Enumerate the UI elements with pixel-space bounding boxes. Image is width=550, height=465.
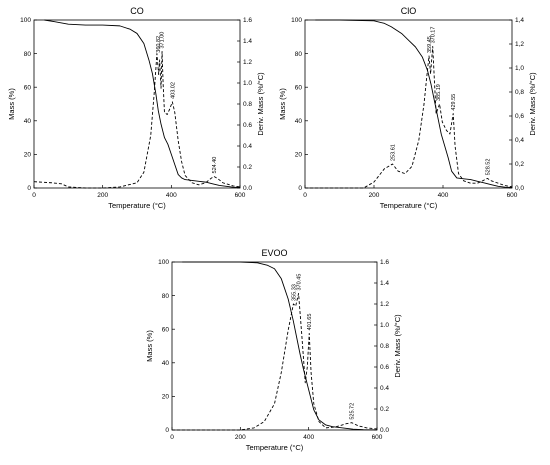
y-tick-label: 80	[162, 293, 170, 300]
x-tick-label: 0	[170, 434, 174, 441]
x-tick-label: 400	[438, 192, 449, 199]
y2-tick-label: 0.2	[380, 406, 389, 413]
y2-axis-label: Deriv. Mass (%/°C)	[256, 72, 265, 136]
peak-label: 253.61	[390, 144, 396, 161]
y2-tick-label: 1.6	[380, 259, 389, 266]
y2-tick-label: 1.2	[380, 301, 389, 308]
x-tick-label: 0	[303, 192, 307, 199]
mass-line	[182, 261, 378, 431]
y2-tick-label: 0.6	[380, 364, 389, 371]
y2-tick-label: 0,2	[515, 161, 524, 168]
y2-tick-label: 1.0	[243, 80, 252, 87]
y2-axis-label: Deriv. Mass (%/°C)	[528, 72, 537, 136]
peak-label: 528.52	[485, 159, 491, 176]
chart-panel: CO 0 200 400 600 0 20 40 60 80 100 0.0 0.2 0.4 0.6 0.8 1…	[7, 6, 265, 210]
plot-frame	[33, 19, 241, 189]
x-tick-label: 0	[32, 192, 36, 199]
y-tick-label: 100	[158, 259, 169, 266]
x-tick-label: 200	[235, 434, 246, 441]
peak-label: 525.72	[350, 403, 356, 420]
plot-frame	[304, 19, 513, 189]
y2-tick-label: 0,4	[515, 137, 524, 144]
chart-panel: ClO 0 200 400 600 0 20 40 60 80 100 0,0 0,2 0,4 0,6 0,8…	[278, 6, 537, 210]
y2-tick-label: 1.0	[380, 322, 389, 329]
y-tick-label: 40	[24, 118, 32, 125]
y-tick-label: 80	[24, 51, 32, 58]
x-tick-label: 400	[166, 192, 177, 199]
y-axis-label: Mass (%)	[7, 88, 16, 120]
y-tick-label: 100	[291, 17, 302, 24]
y-tick-label: 60	[295, 84, 303, 91]
y2-tick-label: 0,8	[515, 89, 524, 96]
y-tick-label: 60	[162, 326, 170, 333]
peak-label: 355.33	[291, 284, 297, 301]
y2-tick-label: 1,2	[515, 41, 524, 48]
x-tick-label: 600	[507, 192, 518, 199]
x-tick-label: 200	[369, 192, 380, 199]
y-tick-label: 0	[27, 185, 31, 192]
y-tick-label: 100	[20, 17, 31, 24]
y2-tick-label: 0.0	[380, 427, 389, 434]
y2-tick-label: 1.4	[380, 280, 389, 287]
y-tick-label: 0	[298, 185, 302, 192]
peak-label: 429.55	[451, 94, 457, 111]
peak-label: 371.00	[159, 32, 165, 49]
y2-tick-label: 1.6	[243, 17, 252, 24]
y-tick-label: 20	[24, 152, 32, 159]
chart-title: CO	[130, 6, 144, 16]
peak-label: 524.40	[212, 157, 218, 174]
x-axis-label: Temperature (°C)	[380, 201, 438, 210]
y2-tick-label: 0.8	[243, 101, 252, 108]
y-tick-label: 20	[295, 152, 303, 159]
chart-title: ClO	[401, 6, 417, 16]
y-tick-label: 60	[24, 84, 32, 91]
y2-tick-label: 0,0	[515, 185, 524, 192]
peak-label: 370.17	[431, 27, 437, 44]
x-tick-label: 400	[303, 434, 314, 441]
plot-frame	[171, 261, 378, 431]
peak-label: 360.82	[156, 36, 162, 53]
peak-label: 401.65	[307, 314, 313, 331]
y2-tick-label: 0.0	[243, 185, 252, 192]
y-tick-label: 80	[295, 51, 303, 58]
peak-label: 359.45	[427, 36, 433, 53]
y-tick-label: 40	[162, 360, 170, 367]
y-axis-label: Mass (%)	[145, 330, 154, 362]
y2-tick-label: 1.4	[243, 38, 252, 45]
y-axis-label: Mass (%)	[278, 88, 287, 120]
mass-line	[315, 19, 513, 188]
y2-tick-label: 1,0	[515, 65, 524, 72]
peak-label: 370.45	[297, 274, 303, 291]
y2-tick-label: 0.4	[243, 143, 252, 150]
y2-tick-label: 0.6	[243, 122, 252, 129]
x-tick-label: 600	[372, 434, 383, 441]
x-tick-label: 200	[97, 192, 108, 199]
x-axis-label: Temperature (°C)	[246, 443, 304, 452]
x-axis-label: Temperature (°C)	[108, 201, 166, 210]
x-tick-label: 600	[235, 192, 246, 199]
y2-tick-label: 0.2	[243, 164, 252, 171]
peak-label: 385.19	[436, 84, 442, 101]
derivative-mass-line	[305, 45, 513, 189]
y2-tick-label: 1,4	[515, 17, 524, 24]
derivative-mass-line	[172, 293, 378, 431]
y2-axis-label: Deriv. Mass (%/°C)	[393, 314, 402, 378]
y2-tick-label: 0.8	[380, 343, 389, 350]
y-tick-label: 0	[165, 427, 169, 434]
y2-tick-label: 0.4	[380, 385, 389, 392]
derivative-mass-line	[33, 51, 241, 189]
chart-title: EVOO	[261, 248, 287, 258]
mass-line	[44, 19, 241, 188]
peak-label: 403.02	[170, 82, 176, 99]
y2-tick-label: 1.2	[243, 59, 252, 66]
chart-panel: EVOO 0 200 400 600 0 20 40 60 80 100 0.0 0.2 0.4 0.6 0.…	[145, 248, 402, 452]
y-tick-label: 40	[295, 118, 303, 125]
y-tick-label: 20	[162, 394, 170, 401]
y2-tick-label: 0,6	[515, 113, 524, 120]
